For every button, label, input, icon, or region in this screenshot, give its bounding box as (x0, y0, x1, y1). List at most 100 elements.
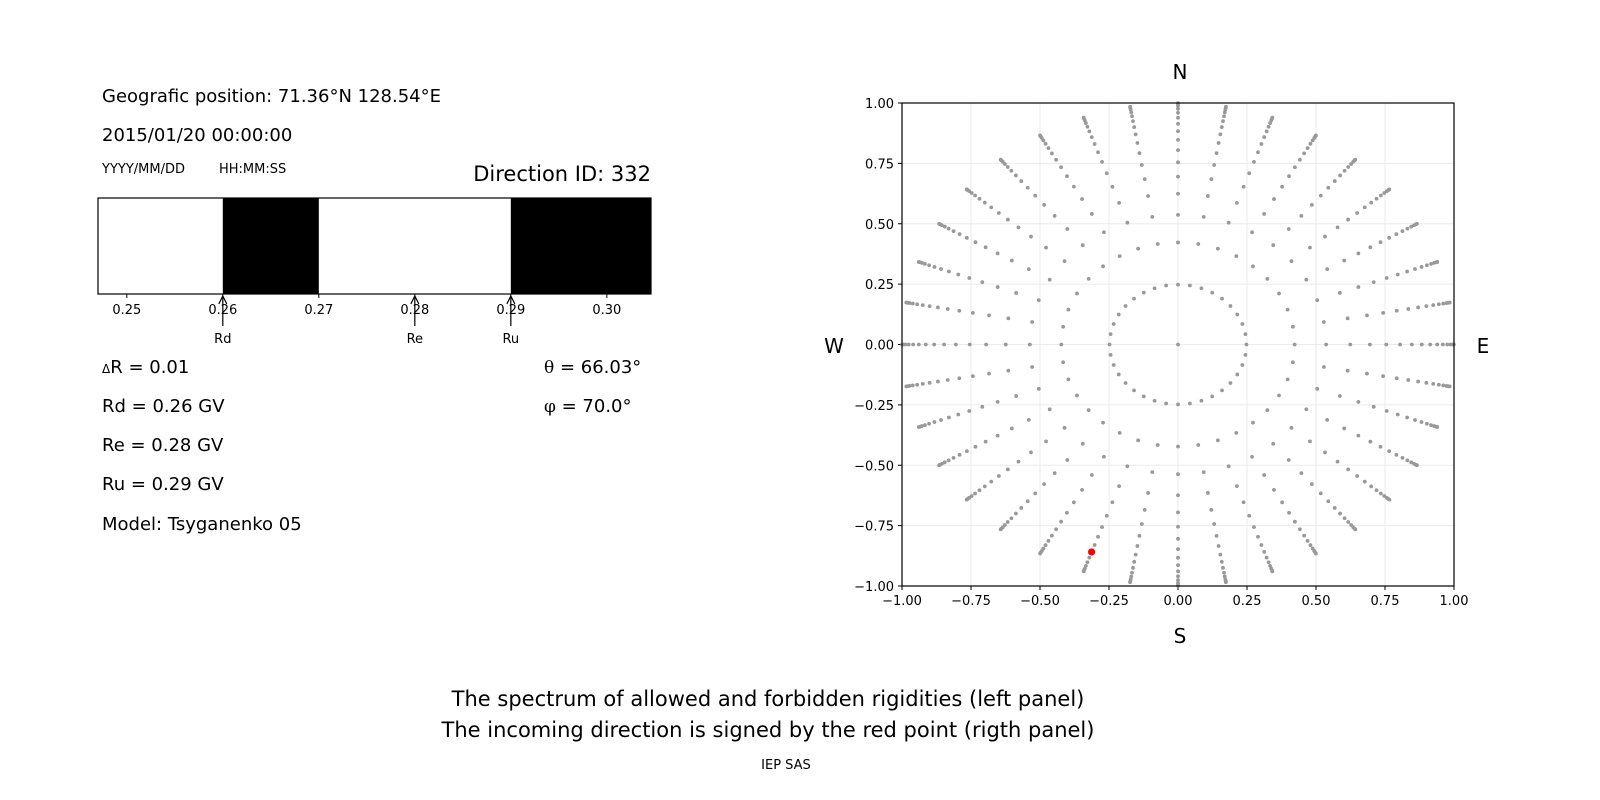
direction-point (1387, 449, 1392, 454)
bar-frame (97, 197, 652, 295)
ru-value: Ru = 0.29 GV (102, 474, 224, 495)
direction-point (1356, 251, 1361, 256)
direction-point (1212, 522, 1217, 526)
direction-point (1101, 264, 1105, 269)
direction-point (1378, 193, 1383, 198)
direction-point (1270, 115, 1275, 120)
direction-point (1071, 184, 1076, 189)
direction-point (1262, 549, 1267, 554)
direction-point (973, 491, 978, 496)
direction-point (935, 379, 940, 384)
direction-point (1215, 246, 1220, 251)
direction-point (945, 307, 950, 311)
direction-point (1132, 388, 1136, 393)
direction-point (1146, 491, 1150, 495)
direction-point (1221, 119, 1225, 124)
direction-point (939, 267, 943, 271)
direction-point (1286, 458, 1291, 462)
direction-point (1212, 163, 1217, 167)
direction-point (1368, 245, 1373, 250)
direction-point (1445, 342, 1450, 347)
delta-r: ΔR = 0.01 (102, 357, 189, 378)
direction-point (1210, 290, 1215, 295)
direction-point (1176, 524, 1180, 529)
direction-point (1409, 460, 1414, 465)
direction-point (1117, 200, 1121, 205)
geographic-position: Geografic position: 71.36°N 128.54°E (102, 86, 441, 107)
date-format-label: YYYY/MM/DD (101, 162, 185, 177)
direction-point (1111, 363, 1116, 367)
direction-point (1043, 543, 1048, 548)
direction-point (1201, 470, 1206, 475)
direction-point (1019, 179, 1024, 183)
direction-point (957, 376, 962, 381)
x-tick-label: 0.25 (112, 303, 141, 318)
direction-point (1304, 407, 1309, 412)
direction-point (1080, 488, 1084, 492)
direction-point (1447, 300, 1452, 305)
arrow-head-icon (218, 294, 228, 305)
direction-point (915, 382, 920, 387)
direction-point (1293, 519, 1297, 524)
direction-point (927, 304, 932, 309)
direction-point (1176, 569, 1180, 574)
time-format-label: HH:MM:SS (219, 162, 286, 177)
direction-point (1335, 225, 1340, 230)
direction-point (951, 455, 956, 460)
direction-point (1308, 543, 1313, 548)
direction-point (1128, 104, 1132, 109)
direction-point (1029, 450, 1033, 455)
direction-point (920, 303, 925, 308)
direction-point (1355, 211, 1360, 215)
direction-point (1384, 409, 1389, 413)
direction-point (1139, 522, 1144, 526)
direction-point (1280, 184, 1285, 189)
direction-point (1059, 519, 1063, 524)
direction-point (1374, 196, 1379, 201)
direction-point (946, 458, 951, 463)
direction-point (1005, 165, 1010, 169)
direction-point (1046, 146, 1051, 151)
direction-point (1381, 310, 1386, 315)
direction-point (1176, 191, 1180, 196)
direction-point (1429, 423, 1433, 427)
direction-point (1394, 376, 1399, 381)
direction-point (1137, 533, 1142, 538)
compass-west: W (824, 334, 844, 358)
direction-point (1030, 320, 1035, 324)
direction-point (1252, 159, 1256, 164)
direction-point (1155, 443, 1160, 447)
direction-point (906, 342, 911, 347)
direction-point (1234, 430, 1239, 435)
direction-point (1424, 263, 1429, 268)
direction-point (1152, 286, 1157, 291)
phi-symbol: φ (544, 397, 556, 417)
direction-point (982, 200, 987, 205)
direction-point (932, 342, 937, 347)
direction-point (1100, 525, 1104, 530)
direction-point (983, 439, 988, 444)
direction-point (1262, 135, 1267, 140)
direction-point (1210, 394, 1215, 399)
direction-point (983, 245, 988, 250)
direction-point (1218, 132, 1223, 137)
direction-point (1441, 383, 1446, 388)
direction-point (1409, 224, 1414, 229)
direction-point (1116, 372, 1121, 377)
direction-point (1271, 243, 1276, 248)
direction-point (1176, 160, 1180, 165)
direction-point (1251, 264, 1255, 269)
direction-point (1102, 454, 1106, 459)
direction-point (1289, 425, 1294, 430)
direction-point (1355, 474, 1360, 478)
direction-point (1176, 342, 1180, 347)
direction-point (977, 488, 982, 493)
compass-north: N (1173, 60, 1188, 84)
direction-point (1130, 114, 1134, 119)
direction-point (1136, 438, 1141, 443)
compass-east: E (1477, 334, 1490, 358)
direction-point (1394, 452, 1399, 457)
direction-point (1387, 187, 1392, 192)
direction-point (1005, 217, 1010, 222)
